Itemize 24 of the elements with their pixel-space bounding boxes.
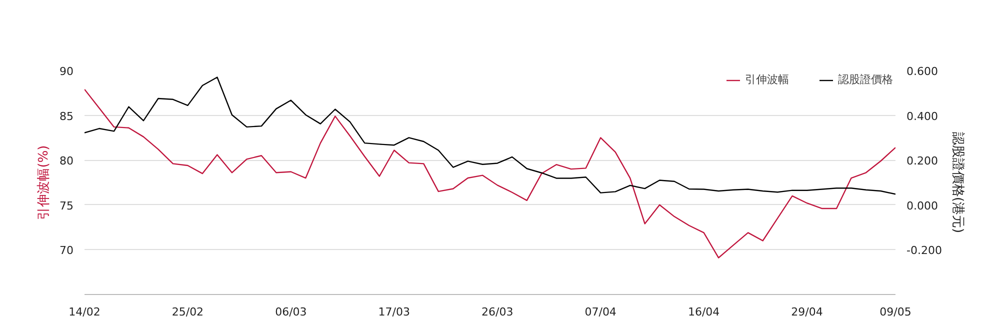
y2-tick-label: -0.200	[906, 244, 942, 258]
y2-axis-title: 認股證價格(港元)	[950, 132, 965, 234]
y2-tick-label: 0.600	[906, 65, 938, 78]
y-tick-label: 75	[60, 199, 74, 212]
x-tick-label: 26/03	[482, 306, 514, 318]
x-tick-label: 16/04	[688, 306, 720, 318]
x-tick-label: 29/04	[791, 306, 823, 318]
x-tick-label: 06/03	[275, 306, 307, 318]
x-tick-label: 25/02	[172, 306, 204, 318]
x-tick-label: 17/03	[378, 306, 410, 318]
y-tick-label: 85	[60, 110, 74, 123]
x-tick-label: 07/04	[584, 306, 616, 318]
y2-tick-label: 0.200	[906, 154, 938, 168]
legend-label: 引伸波幅	[745, 72, 789, 87]
y2-tick-label: 0.000	[906, 199, 938, 212]
x-tick-label: 14/02	[68, 306, 100, 318]
y-axis-title: 引伸波幅(%)	[36, 145, 52, 220]
y-tick-label: 90	[60, 65, 74, 78]
y-tick-label: 80	[60, 154, 74, 168]
legend-label: 認股證價格	[838, 72, 893, 87]
x-tick-label: 09/05	[880, 306, 912, 318]
y-tick-label: 70	[60, 244, 74, 258]
line-series	[84, 88, 896, 258]
y2-tick-label: 0.400	[906, 110, 938, 123]
